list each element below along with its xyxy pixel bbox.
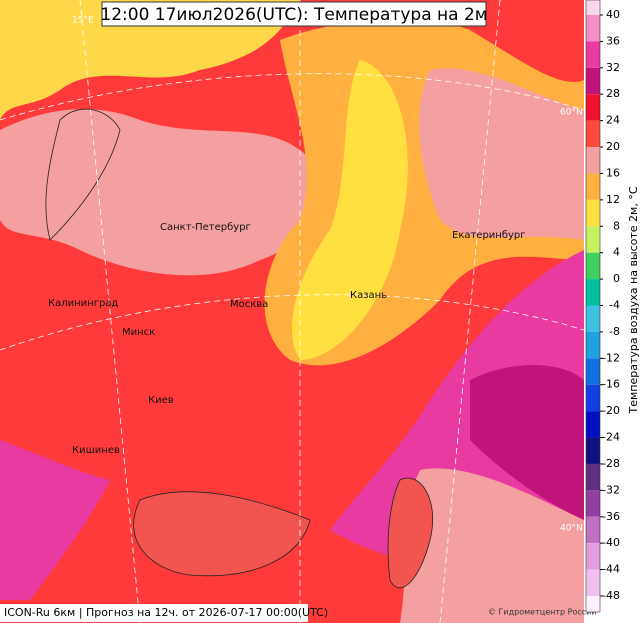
sea xyxy=(387,477,434,589)
colorbar-tick-label: 40 xyxy=(606,8,620,21)
colorbar-segment xyxy=(586,94,600,121)
colorbar-segment xyxy=(586,543,600,570)
colorbar-tick-label: -28 xyxy=(602,457,620,470)
temp-area xyxy=(0,0,300,120)
sea xyxy=(133,491,311,577)
colorbar-tick-label: -16 xyxy=(602,378,620,391)
colorbar-tick-label: -48 xyxy=(602,589,620,602)
city-label: Киев xyxy=(148,395,174,406)
colorbar-tick-label: 0 xyxy=(613,272,620,285)
grid-label: 40°N xyxy=(560,524,583,534)
colorbar-tick-label: 32 xyxy=(606,61,620,74)
colorbar-tick-label: -4 xyxy=(609,299,620,312)
title: 12:00 17июл2026(UTC): Температура на 2м xyxy=(100,5,487,25)
colorbar-segment xyxy=(586,569,600,596)
colorbar-tick-label: 16 xyxy=(606,166,620,179)
colorbar-tick-label: -20 xyxy=(602,404,620,417)
colorbar-tick-label: -24 xyxy=(602,431,620,444)
city-label: Кишинев xyxy=(72,445,120,456)
temp-area xyxy=(470,365,584,520)
grid-label: 15°E xyxy=(72,16,94,26)
colorbar-segment xyxy=(586,0,600,15)
credit: © Гидрометцентр России xyxy=(488,608,597,617)
colorbar-tick-label: 36 xyxy=(606,34,620,47)
map xyxy=(0,0,585,623)
colorbar-tick-label: -44 xyxy=(602,563,620,576)
colorbar-tick-label: 4 xyxy=(613,246,620,259)
temp-area xyxy=(400,468,584,623)
footer: ICON-Ru 6км | Прогноз на 12ч. от 2026-07… xyxy=(4,606,328,619)
colorbar-label: Температура воздуха на высоте 2м, °С xyxy=(627,186,640,414)
colorbar-segment xyxy=(586,199,600,227)
colorbar-tick-label: -36 xyxy=(602,510,620,523)
colorbar-tick-label: 8 xyxy=(613,219,620,232)
title-box xyxy=(101,1,487,27)
colorbar-segment xyxy=(586,490,600,517)
colorbar-segment xyxy=(586,252,600,280)
city-label: Казань xyxy=(350,290,387,301)
colorbar-tick-label: -40 xyxy=(602,536,620,549)
colorbar-tick-label: 20 xyxy=(606,140,620,153)
colorbar-segment xyxy=(586,279,600,306)
colorbar-segment xyxy=(586,226,600,253)
colorbar-tick-label: 24 xyxy=(606,114,620,127)
sea xyxy=(45,108,121,241)
colorbar-segment xyxy=(586,411,600,438)
colorbar-segment xyxy=(586,331,600,359)
colorbar-tick-label: 12 xyxy=(606,193,620,206)
city-label: Москва xyxy=(230,299,268,310)
colorbar-segment xyxy=(586,463,600,491)
city-label: Калининград xyxy=(48,298,118,309)
colorbar-segment xyxy=(586,147,600,174)
colorbar-segment xyxy=(586,384,600,412)
colorbar-segment xyxy=(586,437,600,464)
city-label: Минск xyxy=(122,327,155,338)
footer-box xyxy=(0,604,308,622)
colorbar-tick-label: 28 xyxy=(606,87,620,100)
colorbar-tick-label: -12 xyxy=(602,351,620,364)
graticule xyxy=(0,0,585,623)
colorbar-segment xyxy=(586,516,600,544)
temp-area xyxy=(419,68,584,240)
colorbar-segment xyxy=(586,305,600,332)
temp-area xyxy=(0,440,110,600)
colorbar-tick-label: -8 xyxy=(609,325,620,338)
colorbar-segment xyxy=(586,173,600,200)
city-label: Екатеринбург xyxy=(452,230,526,241)
city-label: Санкт-Петербург xyxy=(160,222,251,233)
colorbar-segment xyxy=(586,15,600,42)
colorbar-segment xyxy=(586,41,600,68)
colorbar-segment xyxy=(586,120,600,148)
temp-area xyxy=(291,60,408,360)
colorbar-segment xyxy=(586,596,600,612)
colorbar-tick-label: -32 xyxy=(602,483,620,496)
colorbar-segment xyxy=(586,358,600,385)
grid-label: 60°N xyxy=(560,108,583,118)
colorbar-segment xyxy=(586,67,600,95)
